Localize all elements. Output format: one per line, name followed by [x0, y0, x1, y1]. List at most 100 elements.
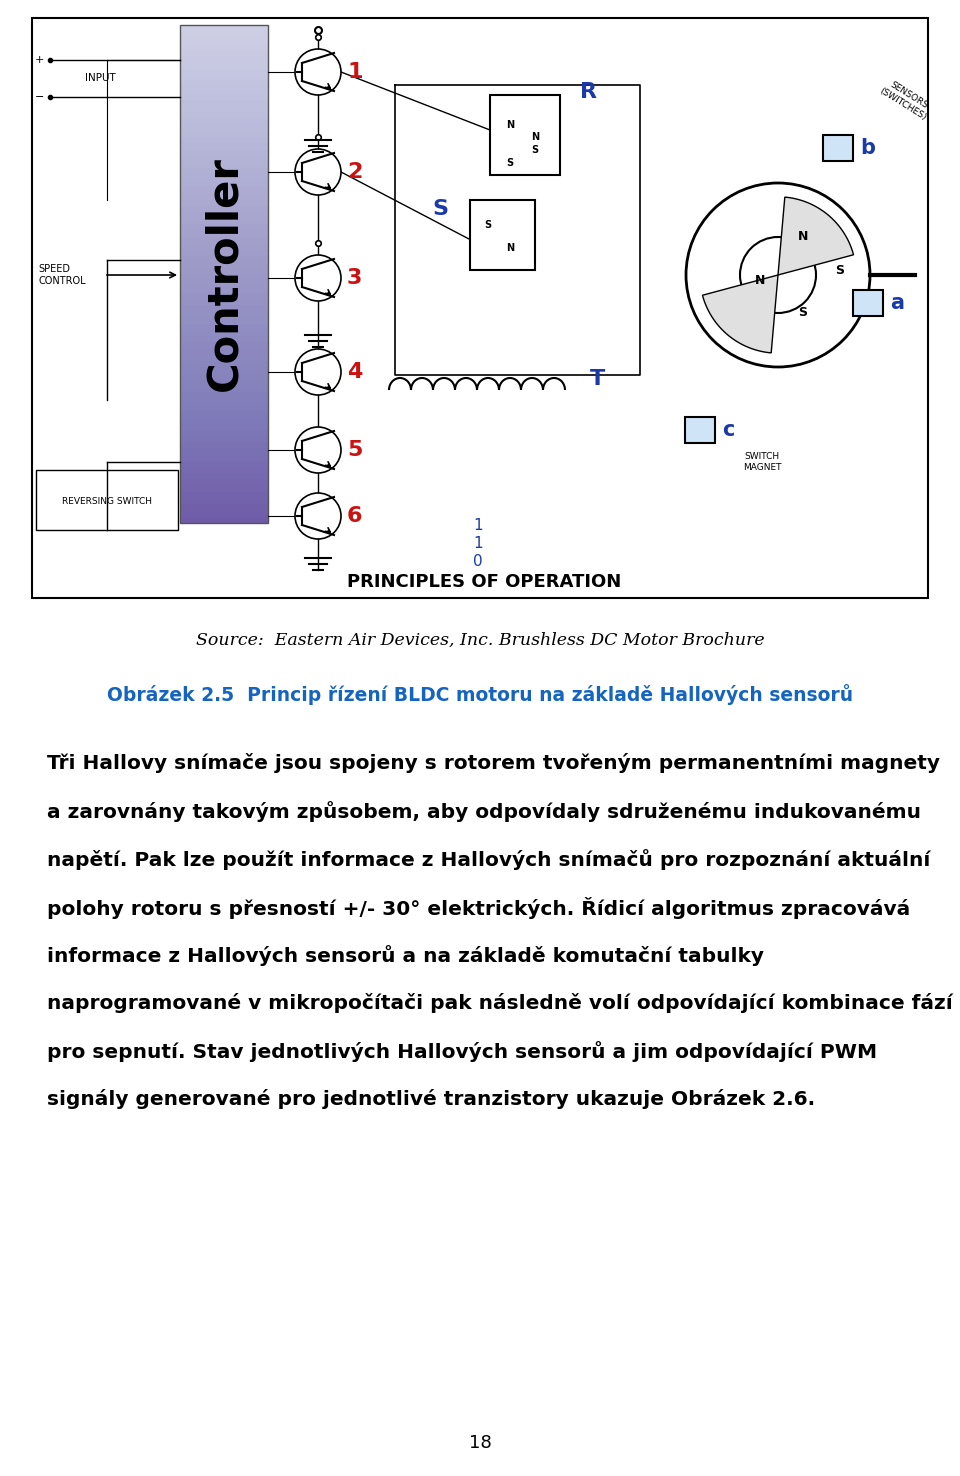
Circle shape — [295, 348, 341, 396]
Bar — [180, 337, 268, 342]
Bar — [180, 205, 268, 211]
Bar — [180, 342, 268, 348]
Text: N: N — [798, 230, 808, 244]
Bar — [180, 410, 268, 418]
Bar — [180, 280, 268, 286]
Circle shape — [295, 149, 341, 195]
Bar — [180, 193, 268, 199]
Text: 2: 2 — [347, 162, 362, 182]
Text: N: N — [506, 244, 514, 252]
Bar — [32, 18, 928, 598]
Bar — [180, 230, 268, 236]
Text: Obrázek 2.5  Princip řízení BLDC motoru na základě Hallových sensorů: Obrázek 2.5 Princip řízení BLDC motoru n… — [107, 685, 853, 706]
Bar — [180, 418, 268, 424]
Bar — [180, 393, 268, 399]
Text: 1: 1 — [473, 518, 483, 533]
Text: −: − — [35, 92, 44, 102]
Bar — [180, 362, 268, 368]
Bar — [180, 286, 268, 292]
Text: pro sepnutí. Stav jednotlivých Hallových sensorů a jim odpovídající PWM: pro sepnutí. Stav jednotlivých Hallových… — [47, 1041, 877, 1063]
Text: 3: 3 — [347, 269, 362, 288]
Bar — [180, 174, 268, 180]
Bar — [180, 517, 268, 523]
Text: 1: 1 — [347, 62, 363, 83]
Text: Tři Hallovy snímače jsou spojeny s rotorem tvořeným permanentními magnety: Tři Hallovy snímače jsou spojeny s rotor… — [47, 753, 940, 773]
Text: N: N — [755, 273, 765, 286]
Bar — [180, 492, 268, 497]
Bar — [180, 455, 268, 461]
Text: 5: 5 — [347, 440, 362, 461]
Text: signály generované pro jednotlivé tranzistory ukazuje Obrázek 2.6.: signály generované pro jednotlivé tranzi… — [47, 1089, 815, 1108]
Text: INPUT: INPUT — [84, 72, 115, 83]
Polygon shape — [703, 275, 778, 353]
Bar — [180, 443, 268, 449]
Bar — [180, 466, 268, 474]
Bar — [180, 368, 268, 373]
Bar — [180, 399, 268, 404]
Bar — [180, 93, 268, 100]
Bar — [180, 511, 268, 517]
Bar — [180, 480, 268, 486]
Text: S: S — [432, 199, 448, 218]
Text: c: c — [722, 421, 734, 440]
Bar — [180, 156, 268, 162]
Bar — [180, 37, 268, 44]
Circle shape — [295, 255, 341, 301]
Polygon shape — [778, 198, 853, 275]
Bar — [180, 50, 268, 56]
Bar — [180, 317, 268, 323]
Text: a zarovnány takovým způsobem, aby odpovídaly sdruženému indukovanému: a zarovnány takovým způsobem, aby odpoví… — [47, 801, 921, 822]
Bar — [180, 106, 268, 112]
Bar — [36, 469, 178, 530]
Circle shape — [295, 493, 341, 539]
Text: informace z Hallových sensorů a na základě komutační tabulky: informace z Hallových sensorů a na zákla… — [47, 945, 764, 965]
Bar — [180, 292, 268, 300]
Bar — [823, 134, 853, 161]
Bar — [180, 424, 268, 430]
Text: N: N — [531, 131, 540, 142]
Text: a: a — [890, 294, 904, 313]
Bar — [180, 373, 268, 379]
Bar — [180, 255, 268, 261]
Bar — [180, 44, 268, 50]
Bar — [180, 218, 268, 224]
Text: S: S — [485, 220, 492, 230]
Bar — [180, 100, 268, 106]
Bar — [180, 486, 268, 492]
Bar — [180, 331, 268, 337]
Bar — [853, 289, 883, 316]
Bar — [180, 404, 268, 410]
Text: Source:  Eastern Air Devices, Inc. Brushless DC Motor Brochure: Source: Eastern Air Devices, Inc. Brushl… — [196, 632, 764, 648]
Bar — [180, 56, 268, 62]
Text: Controller: Controller — [203, 156, 245, 391]
Bar — [180, 387, 268, 393]
Text: naprogramované v mikropočítači pak následně volí odpovídající kombinace fází: naprogramované v mikropočítači pak násle… — [47, 993, 952, 1013]
Bar — [180, 211, 268, 218]
Circle shape — [740, 238, 816, 313]
Bar — [180, 275, 268, 280]
Text: 0: 0 — [473, 554, 483, 568]
Bar — [180, 87, 268, 93]
Text: 6: 6 — [347, 506, 363, 525]
Bar — [685, 418, 715, 443]
Bar — [180, 267, 268, 275]
Bar — [180, 435, 268, 443]
Bar — [180, 249, 268, 255]
Bar — [180, 236, 268, 244]
Circle shape — [686, 183, 870, 368]
Bar — [180, 25, 268, 31]
Circle shape — [295, 49, 341, 94]
Text: S: S — [532, 145, 539, 155]
Bar — [180, 131, 268, 137]
Bar — [180, 31, 268, 37]
Bar — [180, 199, 268, 205]
Bar — [180, 224, 268, 230]
Bar — [470, 201, 535, 270]
Bar — [180, 162, 268, 168]
Bar — [180, 354, 268, 362]
Bar — [180, 137, 268, 143]
Circle shape — [295, 427, 341, 472]
Bar — [180, 62, 268, 68]
Bar — [180, 497, 268, 505]
Text: 18: 18 — [468, 1435, 492, 1452]
